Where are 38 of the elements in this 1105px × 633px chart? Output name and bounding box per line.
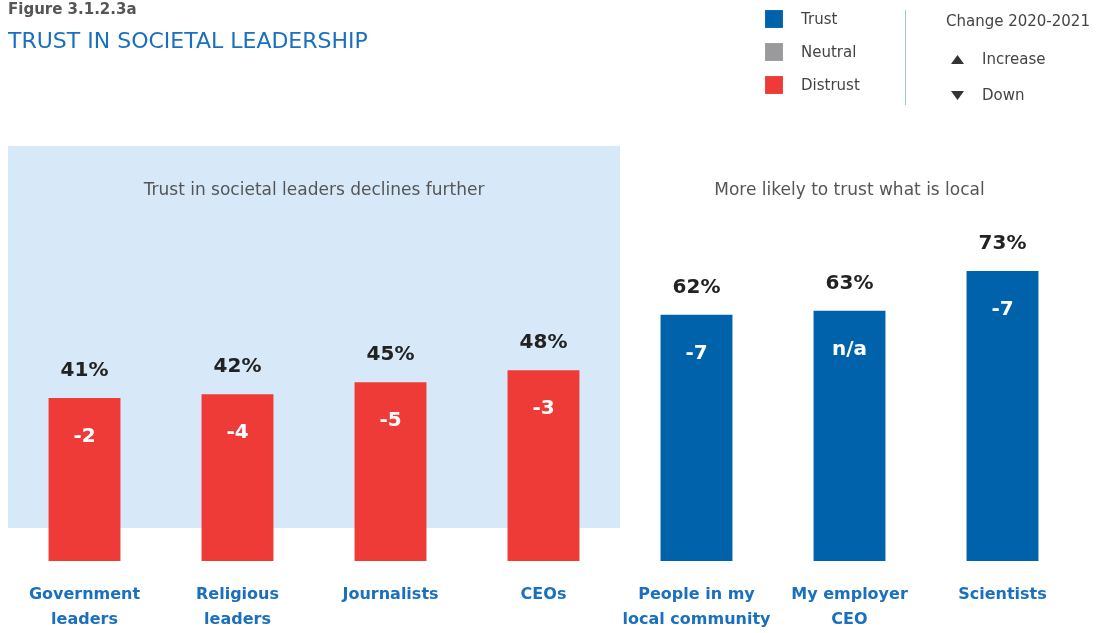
annotation: n/a [831, 335, 868, 360]
annotation: -2 [73, 423, 96, 448]
text: More likely to trust what is local [714, 179, 985, 199]
data-label: 42% [213, 353, 262, 378]
bar [660, 314, 733, 561]
data-label: 63% [825, 269, 874, 294]
legend-label: Distrust [801, 76, 860, 94]
chart-title: TRUST IN SOCIETAL LEADERSHIP [8, 28, 368, 53]
data-label: 73% [978, 230, 1027, 254]
x-tick-label: Religious leaders [196, 583, 279, 628]
bar [201, 394, 274, 561]
bar [507, 370, 580, 561]
annotation: -7 [991, 296, 1014, 320]
x-tick-label: Government leaders [28, 583, 141, 628]
legend-label: Trust [800, 10, 838, 28]
annotation: -5 [379, 407, 402, 432]
annotation: -4 [226, 419, 249, 444]
data-label: 62% [672, 273, 721, 298]
x-tick-label: My employer CEO [791, 583, 908, 628]
annotation: -7 [685, 339, 708, 364]
bar [966, 271, 1039, 561]
data-label: 41% [60, 357, 109, 382]
bar [48, 398, 121, 561]
x-tick-label: Journalists [341, 583, 439, 603]
text: Change 2020-2021 [946, 12, 1090, 30]
legend-label: Neutral [801, 43, 857, 61]
chart-subtitle: Figure 3.1.2.3a [8, 0, 137, 18]
text: Increase [982, 50, 1046, 68]
bar [813, 310, 886, 561]
bar [354, 382, 427, 561]
data-label: 48% [519, 329, 568, 354]
x-tick-label: CEOs [520, 583, 567, 603]
annotation: -3 [532, 395, 555, 420]
x-tick-label: People in my local community [622, 583, 772, 628]
x-tick-label: Scientists [958, 583, 1047, 603]
band-label: Trust in societal leaders declines further [142, 179, 485, 199]
text: Down [982, 86, 1025, 104]
data-label: 45% [366, 341, 415, 366]
